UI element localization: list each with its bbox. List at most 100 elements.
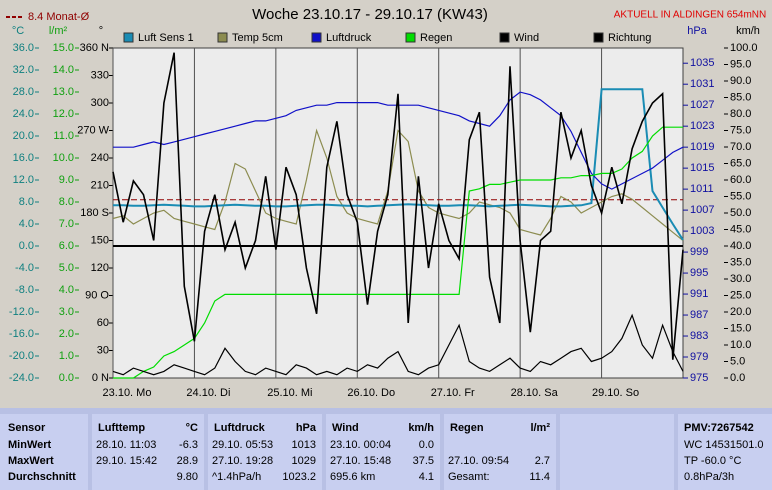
side-info: TP -60.0 °C [684,455,741,467]
y-tick-label: -12.0 [9,306,34,318]
y-tick-label: 1011 [690,183,714,195]
y-tick-label: 9.0 [59,174,74,186]
table-row-label: MinWert [8,439,52,451]
x-tick-label: 24.10. Di [186,387,230,399]
y-tick-label: 12.0 [13,174,34,186]
y-tick-label: 90.0 [730,75,751,87]
side-info: PMV:7267542 [684,422,754,434]
table-cell-label: ^1.4hPa/h [212,471,261,483]
y-tick-label: 1031 [690,78,714,90]
table-cell-label: 27.10. 09:54 [448,455,509,467]
y-tick-label: 1007 [690,204,714,216]
table-column-unit: l/m² [530,422,550,434]
x-tick-label: 29.10. So [592,387,639,399]
x-tick-label: 26.10. Do [347,387,395,399]
y-tick-label: 12.0 [53,108,74,120]
y-tick-label: 50.0 [730,207,751,219]
y-tick-label: 210 [91,179,109,191]
y-tick-label: 60.0 [730,174,751,186]
table-cell-label: Gesamt: [448,471,490,483]
y-tick-label: 3.0 [59,306,74,318]
table-cell-label: 29.10. 15:42 [96,455,157,467]
table-column [326,414,440,490]
table-cell-label: 28.10. 11:03 [96,439,156,451]
y-tick-label: 90 O [85,289,109,301]
y-tick-label: 270 W [77,124,109,136]
y-tick-label: 70.0 [730,141,751,153]
y-tick-label: 40.0 [730,240,751,252]
y-tick-label: 987 [690,309,708,321]
y-tick-label: 1015 [690,162,714,174]
y-tick-label: 14.0 [53,64,74,76]
y-tick-label: 11.0 [53,130,74,142]
series-line [112,313,684,376]
legend-label: Luft Sens 1 [138,32,194,44]
y-tick-label: -24.0 [9,372,34,384]
legend-swatch [499,32,510,43]
table-cell-value: 4.1 [419,471,434,483]
y-tick-label: 30.0 [730,273,751,285]
y-tick-label: 1035 [690,57,714,69]
y-tick-label: 6.0 [59,240,74,252]
y-tick-label: 65.0 [730,157,751,169]
table-cell-value: 1013 [292,439,316,451]
legend-label: Regen [420,32,452,44]
legend-swatch [311,32,322,43]
x-tick-label: 23.10. Mo [103,387,152,399]
y-tick-label: 1.0 [59,350,74,362]
series-line [112,128,684,241]
table-column [0,414,88,490]
y-tick-label: 15.0 [53,42,74,54]
table-cell-value: 1023.2 [282,471,316,483]
axis-unit: hPa [687,25,707,37]
y-tick-label: 75.0 [730,124,751,136]
legend-label: Temp 5cm [232,32,283,44]
table-cell-label: 27.10. 19:28 [212,455,273,467]
y-tick-label: 300 [91,97,109,109]
axis-unit: ° [99,25,103,37]
table-cell-label: 23.10. 00:04 [330,439,391,451]
y-tick-label: 4.0 [19,218,34,230]
series-line [112,52,684,360]
y-tick-label: 13.0 [53,86,74,98]
table-column [444,414,556,490]
legend-swatch [217,32,228,43]
y-tick-label: 999 [690,246,708,258]
y-tick-label: 5.0 [59,262,74,274]
y-tick-label: 5.0 [730,355,745,367]
table-column [560,414,674,490]
table-row-label: MaxWert [8,455,54,467]
y-tick-label: 28.0 [13,86,34,98]
reference-legend-label: 8.4 Monat-Ø [28,11,90,23]
y-tick-label: 1027 [690,99,714,111]
y-tick-label: -8.0 [15,284,34,296]
y-tick-label: -20.0 [9,350,34,362]
y-tick-label: 991 [690,288,708,300]
x-tick-label: 27.10. Fr [431,387,475,399]
y-tick-label: 120 [91,262,109,274]
table-row-header: Sensor [8,422,46,434]
y-tick-label: 32.0 [13,64,34,76]
y-tick-label: 4.0 [59,284,74,296]
y-tick-label: 0.0 [59,372,74,384]
table-column-title: Regen [450,422,484,434]
y-tick-label: 85.0 [730,91,751,103]
table-cell-value: -6.3 [179,439,198,451]
y-tick-label: 180 S [80,207,109,219]
y-tick-label: 1019 [690,141,714,153]
y-tick-label: 979 [690,351,708,363]
y-tick-label: -16.0 [9,328,34,340]
y-tick-label: 995 [690,267,708,279]
table-cell-value: 2.7 [535,455,550,467]
table-column-title: Lufttemp [98,422,145,434]
y-tick-label: 100.0 [730,42,758,54]
y-tick-label: 20.0 [730,306,751,318]
y-tick-label: 2.0 [59,328,74,340]
table-cell-value: 0.0 [419,439,434,451]
table-column [208,414,322,490]
y-tick-label: 7.0 [59,218,74,230]
y-tick-label: 240 [91,152,109,164]
y-tick-label: 10.0 [53,152,74,164]
side-info: WC 14531501.0 [684,439,764,451]
